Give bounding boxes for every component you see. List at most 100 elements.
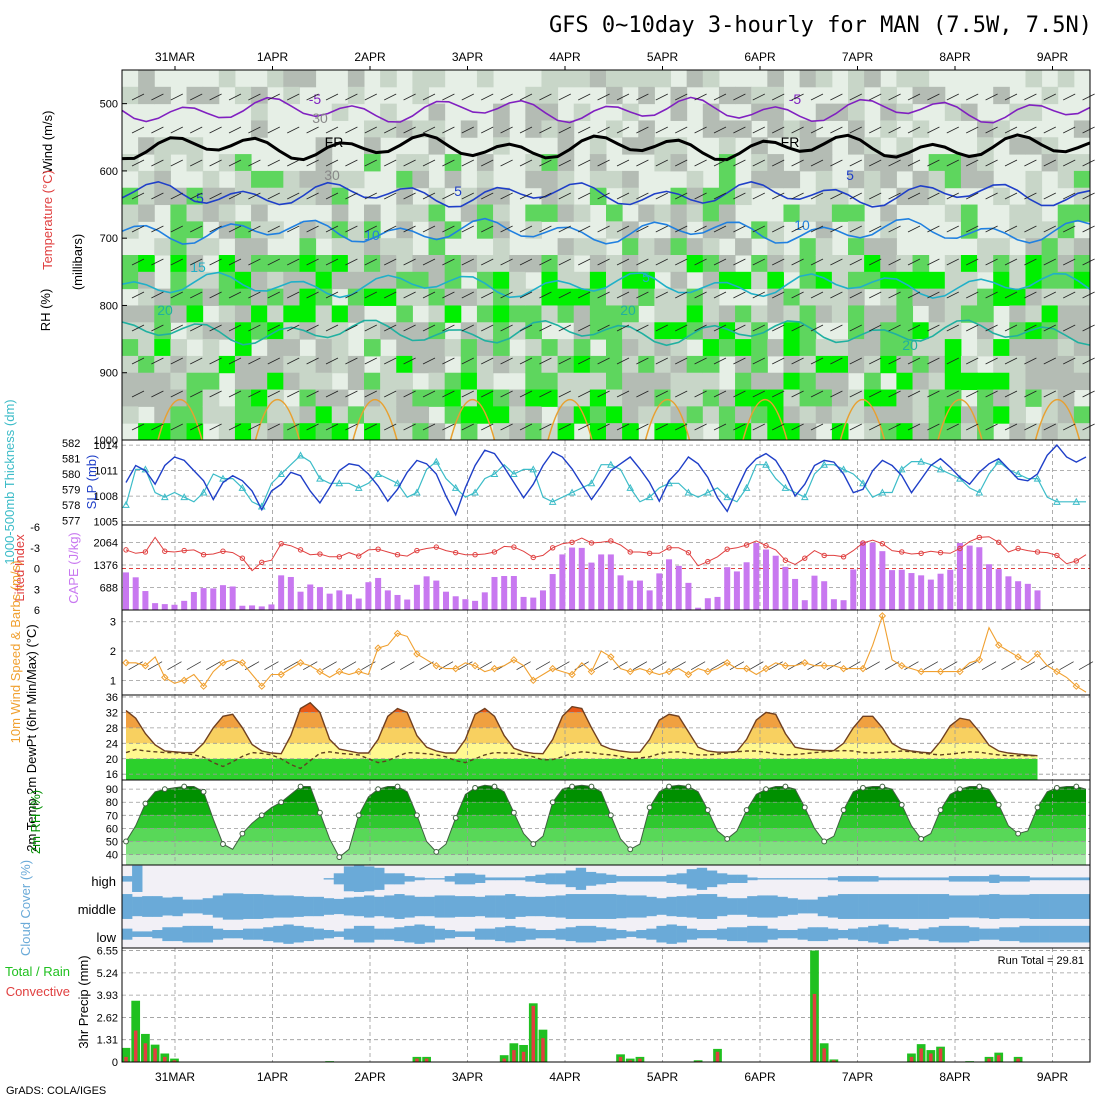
contour-label: FR — [781, 134, 800, 150]
cloud-cell — [454, 873, 466, 885]
rh-cell — [670, 423, 688, 441]
cloud-cell — [323, 878, 335, 880]
cloud-cell — [222, 930, 234, 939]
rh-cell — [606, 322, 623, 340]
cloud-cell — [666, 874, 677, 883]
rh-cell — [364, 322, 381, 340]
wind-barb — [403, 225, 416, 233]
rh-cell — [138, 255, 155, 273]
wind-barb — [655, 93, 668, 101]
lifted-index-point — [297, 547, 304, 553]
lifted-index-point — [705, 558, 711, 565]
cloud-cell — [1069, 877, 1081, 881]
rh-cell — [622, 339, 639, 357]
wind-barb — [752, 390, 765, 398]
lifted-tick-label: 3 — [34, 584, 40, 596]
rh-cell — [912, 355, 930, 374]
cloud-cell — [908, 930, 919, 939]
rh-cell — [670, 204, 688, 222]
wind-barb — [170, 291, 183, 299]
rh-point — [957, 786, 963, 793]
rh-cell — [880, 238, 897, 256]
wind-barb — [325, 126, 339, 134]
rh-cell — [912, 372, 930, 391]
wind-barb — [791, 93, 804, 101]
cloud-cell — [434, 878, 445, 880]
rh-cell — [864, 406, 881, 424]
rh-cell — [702, 406, 720, 424]
rh-cell — [315, 305, 333, 323]
wind-speed-point — [413, 650, 421, 658]
cloud-cell — [646, 928, 657, 940]
cloud-cell — [787, 930, 798, 939]
wind-barb — [461, 423, 474, 431]
rh-cell — [718, 204, 736, 222]
wind-barb — [481, 390, 494, 398]
wind-barb — [228, 291, 242, 299]
wind-barb — [325, 357, 339, 365]
wind-barb — [869, 324, 882, 332]
rh-cell — [138, 423, 155, 441]
wind-barb — [888, 93, 901, 101]
rh-cell — [428, 305, 446, 323]
cloud-cell — [424, 896, 435, 917]
rh-cell — [702, 70, 720, 88]
rh-cell — [460, 288, 478, 306]
cloud-cell — [394, 894, 405, 919]
rh-cell — [944, 423, 962, 441]
cape-bar — [481, 592, 488, 610]
wind-barb — [248, 225, 261, 233]
rh-cell — [493, 255, 510, 273]
wind-tick-label: 3 — [110, 617, 116, 629]
thickness-point — [1014, 469, 1022, 477]
rh-cell — [122, 86, 139, 105]
rh-tick-label: 60 — [106, 823, 118, 835]
wind-barb — [636, 423, 649, 431]
cloud-cell — [444, 876, 456, 882]
rh-cell — [783, 170, 801, 189]
wind-barb — [907, 126, 921, 134]
cloud-cell — [1079, 877, 1091, 881]
wind-barb — [675, 225, 688, 233]
rh-cell — [783, 339, 801, 357]
rh-point — [879, 783, 886, 790]
wind-barb — [1063, 93, 1076, 101]
rh-point — [297, 783, 304, 790]
wind-barb — [519, 93, 533, 101]
cloud-cell — [908, 877, 919, 881]
wind-barb — [946, 126, 959, 134]
wind-speed-point — [219, 659, 227, 667]
rh-cell — [638, 204, 655, 222]
cloud-cell — [969, 876, 980, 882]
lifted-index-point — [976, 534, 983, 541]
wind-barb — [287, 357, 300, 365]
cloud-cell — [716, 873, 728, 885]
rh-cell — [928, 154, 946, 172]
rh-cell — [977, 154, 994, 172]
rh-cell — [154, 322, 171, 340]
rh-cell — [557, 355, 575, 374]
thickness-point — [180, 493, 189, 501]
rh-point — [588, 783, 595, 790]
rh-point — [569, 783, 575, 790]
rh-cell — [380, 238, 397, 256]
wind-barb — [927, 192, 940, 200]
rh-cell — [251, 271, 268, 290]
precip-total-bar — [499, 1055, 509, 1062]
rh-cell — [493, 120, 510, 138]
rh-cell — [1041, 322, 1059, 340]
rh-cell — [654, 389, 672, 407]
rh-point — [607, 812, 614, 819]
wind-barb — [733, 291, 746, 299]
wind-barb — [248, 324, 261, 332]
rh-cell — [444, 339, 462, 357]
rh-cell — [444, 255, 462, 273]
cloud-cell — [817, 927, 829, 942]
rh-point — [123, 838, 129, 845]
rh-cell — [1041, 86, 1059, 105]
wind-barb — [1043, 126, 1056, 134]
rh-cell — [380, 389, 397, 407]
rh-cell — [718, 137, 736, 155]
wind-barb — [1043, 291, 1056, 299]
